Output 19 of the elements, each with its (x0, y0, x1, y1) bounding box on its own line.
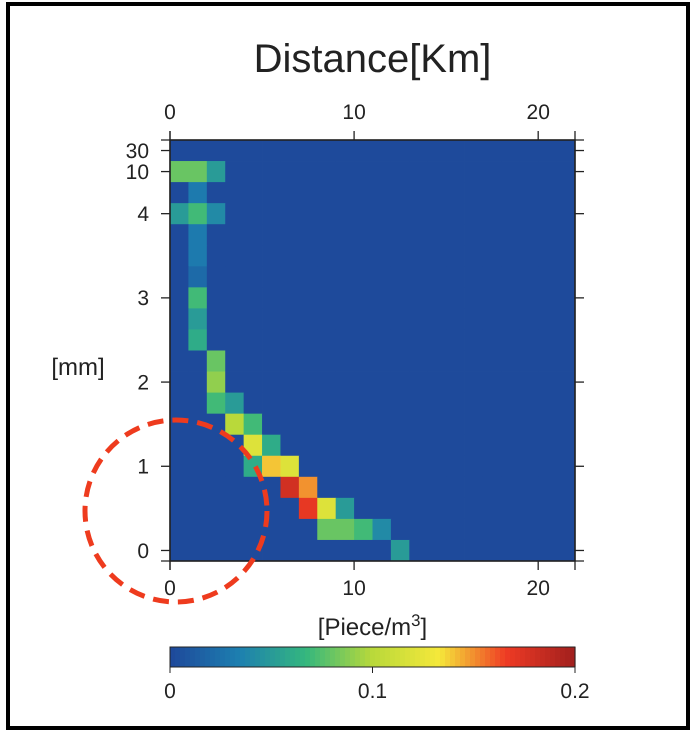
x2-tick-label: 20 (526, 101, 550, 124)
y-tick-label: 0 (137, 540, 149, 563)
y-tick-label: 4 (137, 203, 150, 226)
y-tick-label: 1 (137, 456, 149, 479)
y-tick-label: 10 (126, 160, 149, 184)
x-tick-label: 0 (164, 576, 176, 600)
color-bar-label: 0.2 (560, 680, 590, 703)
x-axis-title: [Piece/m$^{3}$] (318, 610, 428, 641)
color-bar-label: 0 (164, 680, 176, 703)
color-bar-label: 0.1 (358, 680, 388, 703)
y-tick-label: 2 (137, 371, 149, 394)
x-tick-label: 10 (342, 576, 366, 600)
x2-tick-label: 10 (342, 101, 366, 124)
y-tick-label: 3 (137, 287, 149, 310)
x2-tick-label: 0 (164, 101, 176, 124)
x2-axis-title: Distance[Km] (254, 37, 492, 81)
x-tick-label: 20 (526, 576, 550, 600)
y-tick-label: 30 (126, 140, 149, 163)
y-axis-title: [mm] (51, 354, 105, 381)
